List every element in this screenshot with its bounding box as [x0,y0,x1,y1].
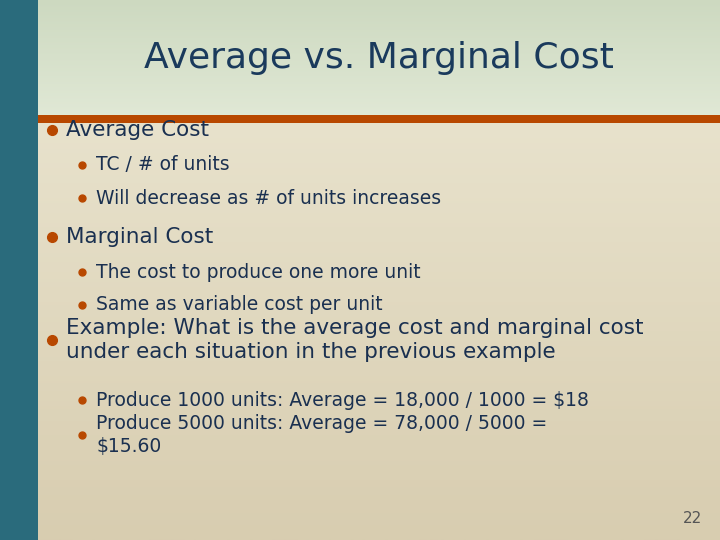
Text: 22: 22 [683,511,702,526]
Text: Produce 5000 units: Average = 78,000 / 5000 =
$15.60: Produce 5000 units: Average = 78,000 / 5… [96,414,547,456]
Text: Will decrease as # of units increases: Will decrease as # of units increases [96,188,441,207]
Text: Example: What is the average cost and marginal cost
under each situation in the : Example: What is the average cost and ma… [66,318,644,362]
Bar [0,0,38,540]
Text: TC / # of units: TC / # of units [96,156,230,174]
Text: The cost to produce one more unit: The cost to produce one more unit [96,262,420,281]
Bar [0,115,720,123]
Text: Average vs. Marginal Cost: Average vs. Marginal Cost [144,40,614,75]
Text: Produce 1000 units: Average = 18,000 / 1000 = $18: Produce 1000 units: Average = 18,000 / 1… [96,390,589,409]
Text: Average Cost: Average Cost [66,120,209,140]
Text: Same as variable cost per unit: Same as variable cost per unit [96,295,383,314]
Text: Marginal Cost: Marginal Cost [66,227,213,247]
